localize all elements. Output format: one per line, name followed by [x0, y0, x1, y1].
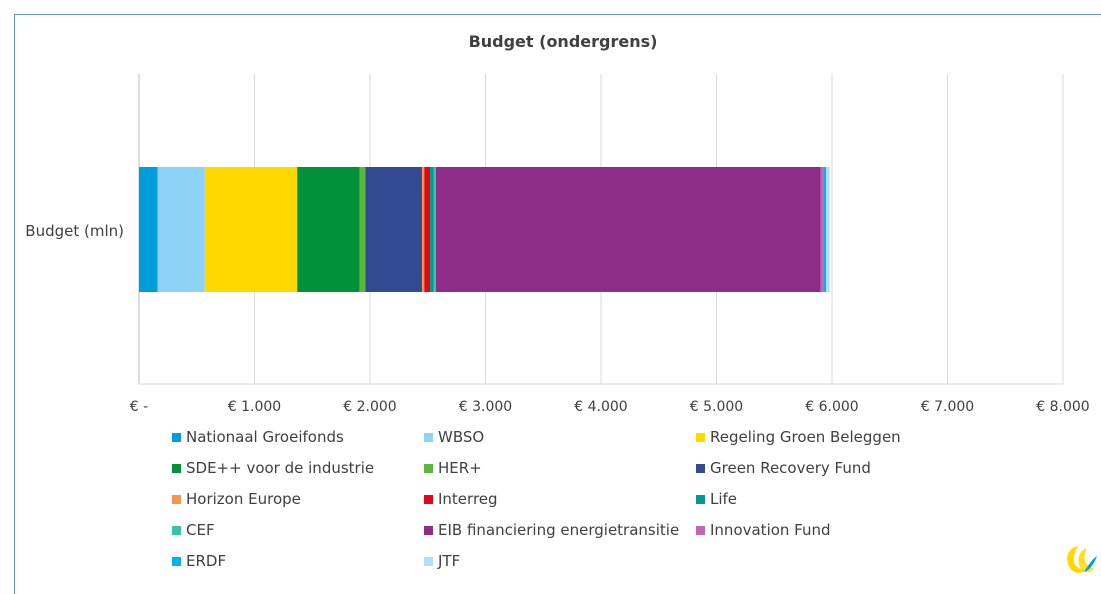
category-label: Budget (mln): [25, 222, 124, 240]
legend-label: Horizon Europe: [186, 490, 301, 508]
x-tick-label: € 7.000: [921, 399, 974, 415]
bar-segment: [421, 167, 425, 292]
legend-item: Nationaal Groeifonds: [172, 428, 344, 446]
legend-item: Life: [696, 490, 737, 508]
legend-item: CEF: [172, 521, 215, 539]
legend-swatch: [696, 432, 705, 442]
x-tick-label: € -: [130, 399, 148, 415]
legend-label: Regeling Groen Beleggen: [710, 428, 901, 446]
legend-item: SDE++ voor de industrie: [172, 459, 374, 477]
legend-label: EIB financiering energietransitie: [438, 521, 680, 539]
legend-swatch: [424, 432, 433, 442]
bar-segment: [359, 167, 366, 292]
x-tick-label: € 3.000: [459, 399, 512, 415]
legend-label: SDE++ voor de industrie: [186, 459, 375, 477]
legend-item: JTF: [424, 552, 460, 570]
legend-swatch: [696, 494, 705, 504]
legend-swatch: [696, 463, 705, 473]
legend-item: EIB financiering energietransitie: [424, 521, 679, 539]
legend-swatch: [172, 556, 181, 566]
legend-swatch: [172, 525, 181, 535]
bar-segment: [204, 167, 298, 292]
legend-swatch: [424, 556, 433, 566]
legend-swatch: [424, 525, 433, 535]
bar-segment: [820, 167, 824, 292]
x-tick-label: € 2.000: [343, 399, 396, 415]
legend-swatch: [424, 494, 433, 504]
legend-item: ERDF: [172, 552, 226, 570]
bar-segment: [157, 167, 205, 292]
x-tick-label: € 5.000: [690, 399, 743, 415]
legend-label: Interreg: [438, 490, 498, 508]
legend-label: Nationaal Groeifonds: [186, 428, 344, 446]
x-tick-label: € 8.000: [1036, 399, 1089, 415]
legend-item: Green Recovery Fund: [696, 459, 871, 477]
chart-frame: [14, 14, 1101, 594]
legend-label: HER+: [438, 459, 482, 477]
bar-segment: [297, 167, 360, 292]
legend-label: ERDF: [186, 552, 227, 570]
legend-item: Innovation Fund: [696, 521, 831, 539]
legend-swatch: [172, 463, 181, 473]
bar-segment: [424, 167, 431, 292]
bar-segment: [430, 167, 434, 292]
chart-title: Budget (ondergrens): [469, 32, 658, 51]
legend-label: CEF: [186, 521, 215, 539]
x-tick-label: € 1.000: [228, 399, 281, 415]
x-tick-label: € 6.000: [805, 399, 858, 415]
legend: Nationaal Groeifonds WBSO Regeling Groen B…: [172, 428, 932, 578]
legend-label: Green Recovery Fund: [710, 459, 871, 477]
company-logo-icon: [1067, 546, 1097, 573]
legend-label: Life: [710, 490, 738, 508]
legend-item: Interreg: [424, 490, 498, 508]
legend-label: WBSO: [438, 428, 485, 446]
legend-item: Horizon Europe: [172, 490, 301, 508]
bar-segment: [433, 167, 436, 292]
bar-segment: [823, 167, 827, 292]
legend-item: Regeling Groen Beleggen: [696, 428, 901, 446]
legend-item: WBSO: [424, 428, 484, 446]
legend-label: JTF: [438, 552, 461, 570]
bar-segment: [826, 167, 830, 292]
legend-item: HER+: [424, 459, 482, 477]
legend-swatch: [696, 525, 705, 535]
legend-swatch: [172, 494, 181, 504]
bar-segment: [435, 167, 821, 292]
stacked-bar-chart: Budget (ondergrens) € - € 1.000 € 2.000 € 3…: [25, 32, 1089, 415]
bar-segment: [365, 167, 422, 292]
legend-label: Innovation Fund: [710, 521, 831, 539]
legend-swatch: [424, 463, 433, 473]
x-tick-label: € 4.000: [574, 399, 627, 415]
bar-segment: [139, 167, 158, 292]
legend-swatch: [172, 432, 181, 442]
